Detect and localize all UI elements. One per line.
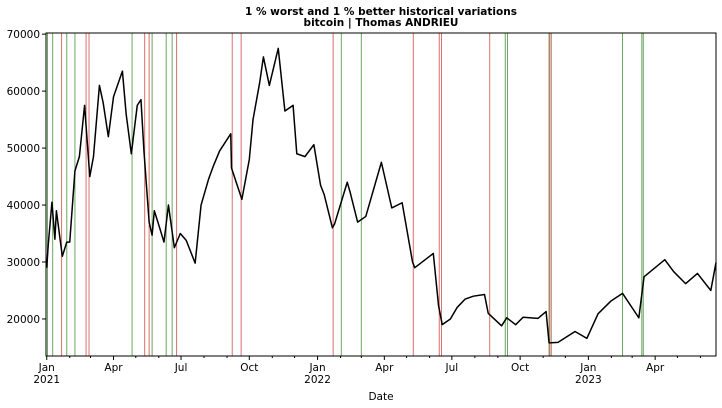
x-axis-label: Date xyxy=(368,391,393,403)
x-tick-label: Oct xyxy=(511,362,530,374)
y-tick-label: 20000 xyxy=(7,314,40,326)
price-line xyxy=(45,47,717,344)
x-tick-label: Jan 2021 xyxy=(33,362,61,386)
y-tick-label: 50000 xyxy=(7,143,40,155)
x-tick-label: Apr xyxy=(375,362,394,374)
y-tick-label: 40000 xyxy=(7,200,40,212)
chart-subtitle: bitcoin | Thomas ANDRIEU xyxy=(304,17,459,29)
x-tick-label: Jan 2023 xyxy=(575,362,602,386)
y-tick-label: 30000 xyxy=(7,257,40,269)
x-tick-label: Jul xyxy=(445,362,459,374)
x-tick-label: Jan 2022 xyxy=(304,362,331,386)
x-tick-label: Oct xyxy=(240,362,259,374)
y-tick-label: 70000 xyxy=(7,29,40,41)
x-tick-label: Jul xyxy=(174,362,188,374)
y-tick-label: 60000 xyxy=(7,86,40,98)
chart-title: 1 % worst and 1 % better historical vari… xyxy=(245,6,517,18)
x-tick-label: Apr xyxy=(646,362,665,374)
plot-frame xyxy=(45,32,717,357)
x-tick-label: Apr xyxy=(104,362,123,374)
